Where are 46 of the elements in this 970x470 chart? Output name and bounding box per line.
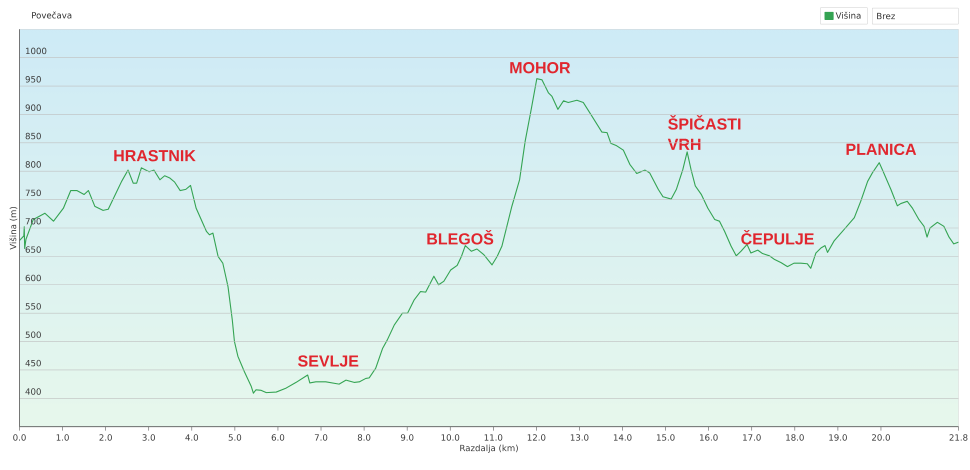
annotation: PLANICA	[846, 144, 916, 155]
x-tick-label: 4.0	[185, 434, 198, 441]
y-tick-label: 550	[26, 303, 41, 310]
y-tick-label: 750	[26, 190, 41, 196]
x-tick-label: 8.0	[358, 434, 370, 441]
y-tick-label: 400	[25, 388, 41, 395]
annotation: BLEGOŠ	[427, 230, 494, 245]
text: Povečava	[32, 12, 72, 18]
y-axis-title: Višina (m)	[9, 206, 18, 250]
y-tick-label: 600	[26, 274, 41, 282]
x-tick-label: 14.0	[614, 434, 632, 441]
y-tick-label: 800	[26, 161, 41, 168]
y-tick-label: 450	[25, 360, 41, 366]
annotation: MOHOR	[510, 62, 570, 74]
x-tick-label: 3.0	[142, 434, 155, 441]
x-tick-label: 0.0	[13, 434, 26, 441]
annotation: SEVLJE	[298, 355, 358, 367]
x-tick-label: 18.0	[786, 434, 804, 441]
y-tick-label: 950	[26, 76, 41, 83]
text: Brez	[877, 12, 895, 20]
x-tick-label: 20.0	[872, 434, 890, 441]
y-tick-label: 650	[26, 246, 41, 253]
x-tick-label: 6.0	[272, 434, 284, 441]
x-tick-label: 9.0	[400, 434, 414, 441]
annotation: HRASTNIK	[114, 150, 196, 162]
y-tick-label: 850	[26, 132, 41, 140]
y-tick-label: 500	[26, 331, 41, 338]
x-tick-label: 21.8	[950, 434, 968, 441]
x-tick-label: 1.0	[56, 434, 69, 441]
x-tick-label: 15.0	[656, 434, 675, 441]
x-tick-label: 7.0	[314, 434, 328, 441]
annotation: ČEPULJE	[741, 230, 814, 245]
y-tick-label: 900	[26, 104, 41, 111]
x-tick-label: 16.0	[700, 434, 718, 441]
x-tick-label: 2.0	[99, 434, 112, 441]
x-tick-label: 17.0	[743, 434, 761, 441]
y-tick-label: 1000	[26, 48, 46, 54]
x-axis-title: Razdalja (km)	[460, 444, 518, 453]
legend-label: Višina	[836, 12, 861, 19]
x-tick-label: 11.0	[484, 434, 502, 441]
x-tick-label: 10.0	[442, 434, 460, 441]
x-tick-label: 19.0	[829, 434, 847, 441]
x-tick-label: 13.0	[570, 434, 588, 441]
x-tick-label: 5.0	[228, 434, 242, 441]
x-tick-label: 12.0	[528, 434, 546, 441]
annotation: ŠPIČASTI VRH	[668, 115, 740, 150]
